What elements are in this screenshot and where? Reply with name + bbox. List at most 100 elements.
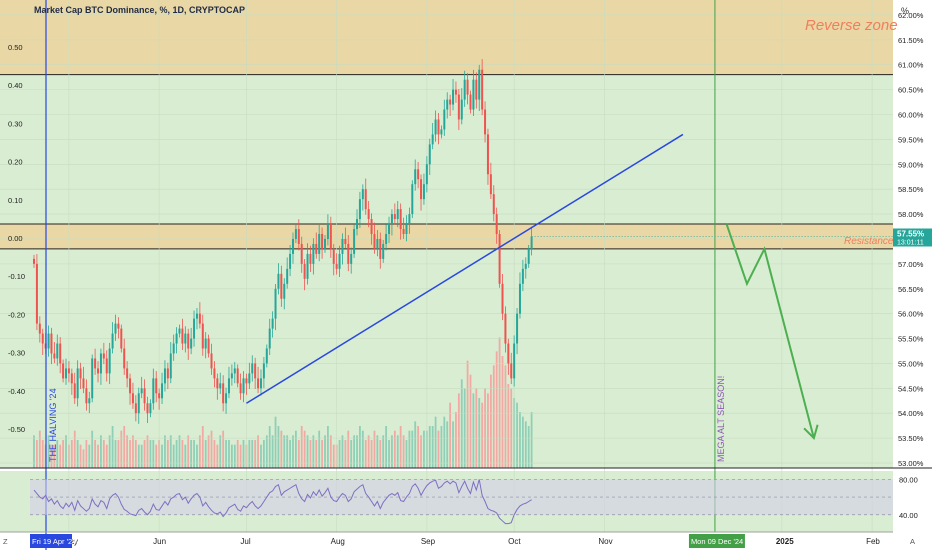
rsi-level-80-label: 80.00	[899, 475, 918, 484]
volume-bar	[510, 388, 513, 468]
grid-layer	[0, 0, 893, 532]
candle-body	[131, 393, 134, 404]
chart-title: Market Cap BTC Dominance, %, 1D, CRYPTOC…	[34, 5, 245, 15]
volume-bar	[82, 449, 85, 468]
auto-scale-icon[interactable]: A	[910, 537, 915, 546]
support-trend-line[interactable]	[246, 133, 684, 404]
volume-bar	[88, 444, 91, 468]
candle-body	[446, 99, 449, 110]
volume-bar	[222, 430, 225, 468]
volume-bar	[132, 435, 134, 468]
candle-body	[527, 248, 530, 264]
volume-bar	[443, 416, 446, 468]
candle-body	[155, 378, 158, 394]
volume-bar	[382, 435, 385, 468]
candle-body	[388, 224, 391, 234]
candle-body	[225, 393, 228, 404]
volume-bar	[507, 384, 510, 468]
candle-body	[268, 328, 271, 349]
right-axis-tick-label: 55.50%	[898, 335, 924, 344]
volume-bar	[271, 435, 274, 468]
volume-bar	[175, 440, 178, 468]
candle-body	[227, 378, 230, 394]
candle-body	[198, 313, 201, 324]
right-date-badge	[688, 534, 745, 548]
right-axis-tick-label: 59.00%	[898, 160, 924, 169]
right-price-scale[interactable]	[893, 0, 932, 550]
candle-body	[486, 134, 489, 175]
volume-bar	[97, 444, 99, 468]
candle-body	[425, 164, 428, 185]
volume-bar	[123, 426, 126, 468]
rsi-layer: 80.00 40.00	[30, 475, 918, 525]
volume-bar	[469, 374, 472, 468]
volume-bar	[230, 444, 233, 468]
volume-bar	[463, 388, 466, 468]
candle-body	[62, 363, 65, 379]
candle-body	[129, 378, 132, 394]
candle-body	[489, 174, 492, 195]
candle-body	[166, 368, 169, 379]
candle-body	[364, 189, 367, 210]
volume-bar	[233, 444, 236, 468]
volume-bar	[434, 416, 437, 468]
axes-layer: 0.50 0.40 0.30 0.20 0.10 0.00 -0.10 -0.20 -0.30 -…	[3, 11, 932, 548]
candle-body	[230, 373, 233, 379]
candle-body	[271, 318, 274, 329]
candle-body	[201, 323, 204, 349]
volume-bar	[274, 416, 277, 468]
candle-body	[134, 403, 137, 414]
left-date-label: Fri 19 Apr '24	[32, 537, 76, 546]
right-axis-tick-label: 55.00%	[898, 359, 924, 368]
volume-bar	[315, 440, 318, 468]
volume-bar	[100, 435, 102, 468]
candle-body	[175, 333, 178, 344]
volume-bar	[295, 430, 297, 468]
volume-bar	[155, 444, 158, 468]
right-axis-tick-label: 60.00%	[898, 111, 924, 120]
volume-bar	[379, 440, 382, 468]
volume-bar	[530, 412, 533, 468]
candle-body	[53, 353, 56, 359]
candle-body	[460, 99, 463, 120]
volume-bar	[361, 430, 364, 468]
volume-bar	[356, 435, 358, 468]
time-scale[interactable]	[0, 532, 893, 550]
volume-bar	[265, 435, 268, 468]
volume-bar	[59, 444, 62, 468]
candle-body	[85, 388, 88, 404]
left-axis-tick-label: 0.50	[8, 43, 23, 52]
candle-body	[181, 328, 184, 344]
candle-body	[126, 368, 129, 379]
candle-body	[356, 219, 359, 230]
volume-bar	[321, 440, 323, 468]
candle-body	[405, 224, 408, 234]
candle-body	[495, 214, 498, 234]
volume-bar	[169, 435, 172, 468]
right-axis-tick-label: 57.00%	[898, 260, 924, 269]
candle-body	[422, 184, 425, 200]
volume-bar	[193, 440, 195, 468]
candle-body	[70, 373, 73, 384]
candle-body	[370, 219, 373, 234]
volume-bar	[70, 440, 73, 468]
candle-body	[56, 343, 59, 359]
candles-layer	[33, 59, 533, 424]
candle-body	[306, 253, 309, 279]
volume-bar	[41, 440, 44, 468]
volume-bar	[347, 430, 350, 468]
right-axis-tick-label: 56.50%	[898, 285, 924, 294]
zoom-icon[interactable]: Z	[3, 537, 8, 546]
right-date-label: Mon 09 Dec '24	[691, 537, 743, 546]
time-axis-label: Feb	[866, 537, 880, 546]
candle-body	[248, 373, 251, 384]
candle-body	[114, 323, 117, 334]
time-axis-label: Aug	[331, 537, 345, 546]
right-axis-tick-label: 53.00%	[898, 459, 924, 468]
volume-bar	[62, 440, 64, 468]
volume-bar	[457, 393, 460, 468]
projection-path[interactable]	[725, 223, 815, 439]
volume-bar	[117, 440, 120, 468]
volume-bar	[242, 440, 245, 468]
left-axis-tick-label: 0.00	[8, 234, 23, 243]
